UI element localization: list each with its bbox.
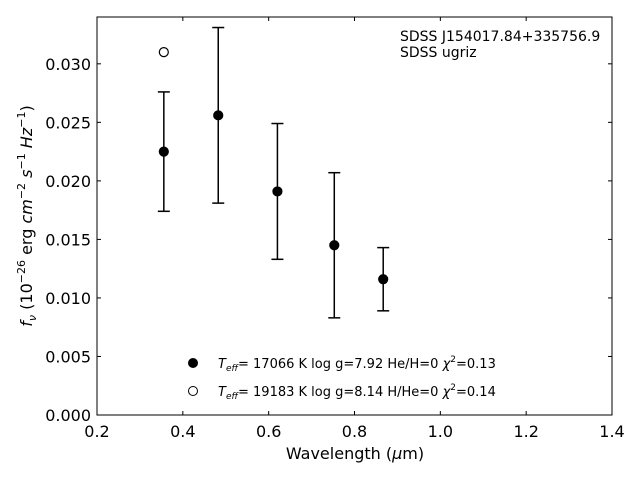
plot-frame (96, 16, 613, 416)
y-tick-label: 0.010 (45, 289, 91, 308)
legend-marker-open (188, 386, 198, 396)
data-point-filled (272, 186, 283, 197)
legend: Teff= 17066 K log g=7.92 He/H=0 χ2=0.13 … (188, 355, 496, 402)
x-tick-label: 1.4 (599, 422, 624, 441)
y-tick-label: 0.020 (45, 172, 91, 191)
data-point-filled (158, 146, 169, 157)
x-axis-label: Wavelength (μm) (286, 444, 424, 463)
data-point-open (158, 47, 169, 58)
x-tick-label: 1.0 (428, 422, 453, 441)
x-tick-label: 1.2 (513, 422, 538, 441)
y-tick-label: 0.025 (45, 113, 91, 132)
annotation-survey-name: SDSS ugriz (400, 45, 477, 61)
data-point-filled (213, 110, 224, 121)
x-tick-label: 0.6 (256, 422, 281, 441)
x-tick-label: 0.2 (84, 422, 109, 441)
y-tick-label: 0.030 (45, 55, 91, 74)
x-tick-label: 0.4 (170, 422, 195, 441)
legend-label-model-1: Teff= 17066 K log g=7.92 He/H=0 χ2=0.13 (218, 355, 496, 374)
y-tick-label: 0.005 (45, 347, 91, 366)
data-point-filled (378, 274, 389, 285)
y-tick-label: 0.000 (45, 406, 91, 425)
y-axis-label: fν (10−26 erg cm−2 s−1 Hz−1) (15, 105, 39, 326)
data-markers (158, 47, 389, 285)
data-point-filled (329, 240, 340, 251)
error-bars (157, 26, 390, 319)
annotation-object-name: SDSS J154017.84+335756.9 (400, 29, 600, 45)
legend-label-model-2: Teff= 19183 K log g=8.14 H/He=0 χ2=0.14 (218, 383, 496, 402)
ticks: 0.2 0.4 0.6 0.8 1.0 1.2 1.4 0.000 0.005 0.010 0.01… (45, 17, 625, 441)
legend-marker-filled (188, 358, 198, 368)
x-tick-label: 0.8 (342, 422, 367, 441)
y-tick-label: 0.015 (45, 230, 91, 249)
